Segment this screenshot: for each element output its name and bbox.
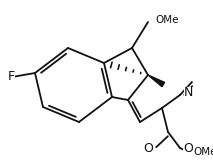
Text: O: O — [143, 143, 153, 156]
Text: OMe: OMe — [193, 147, 213, 157]
Text: O: O — [183, 143, 193, 156]
Text: N: N — [184, 87, 193, 100]
Text: F: F — [8, 71, 15, 84]
Polygon shape — [148, 75, 165, 87]
Text: OMe: OMe — [155, 15, 178, 25]
